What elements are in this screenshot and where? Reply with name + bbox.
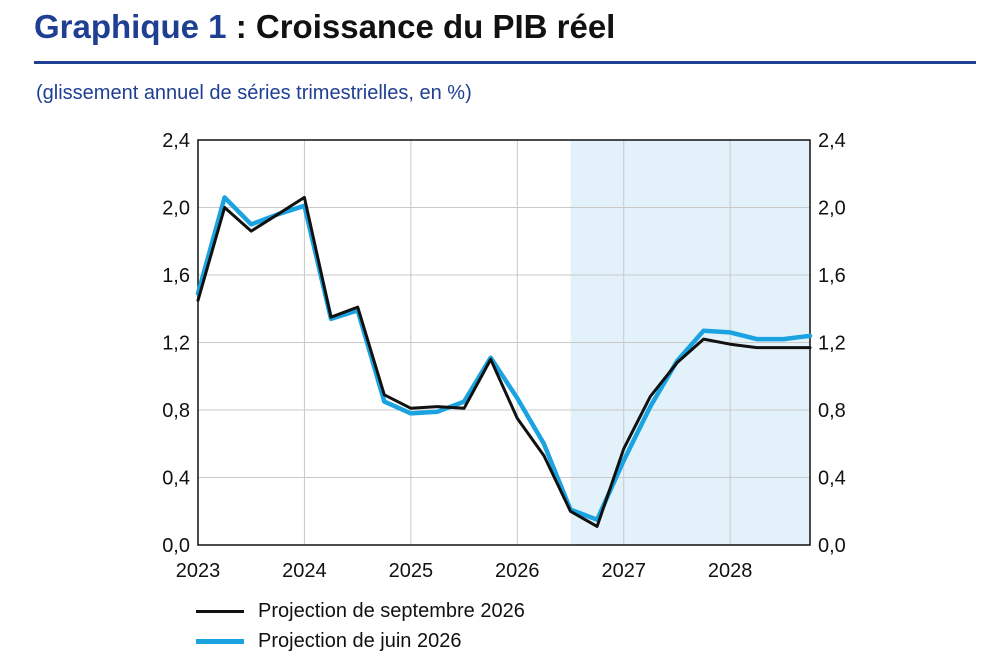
title-rule: [34, 61, 976, 64]
y-tick-label-right: 2,0: [818, 198, 846, 220]
y-tick-label-right: 0,4: [818, 468, 846, 490]
y-tick-label-left: 1,2: [162, 333, 190, 355]
y-tick-label-left: 0,4: [162, 468, 190, 490]
series-line-june: [195, 195, 813, 522]
y-tick-label-right: 0,0: [818, 535, 846, 557]
y-tick-label-right: 1,2: [818, 333, 846, 355]
legend-item-september: Projection de septembre 2026: [196, 596, 525, 626]
y-tick-label-right: 0,8: [818, 400, 846, 422]
y-tick-label-right: 1,6: [818, 265, 846, 287]
chart-title-prefix: Graphique 1: [34, 8, 227, 45]
y-tick-label-left: 1,6: [162, 265, 190, 287]
x-tick-label: 2028: [708, 560, 753, 582]
y-tick-label-left: 2,0: [162, 198, 190, 220]
y-tick-label-left: 2,4: [162, 130, 190, 152]
legend: Projection de septembre 2026 Projection …: [196, 596, 525, 656]
legend-swatch-june: [196, 638, 244, 644]
y-tick-label-right: 2,4: [818, 130, 846, 152]
chart-title-text: : Croissance du PIB réel: [226, 8, 616, 45]
x-tick-label: 2026: [495, 560, 540, 582]
y-tick-label-left: 0,8: [162, 400, 190, 422]
chart-title: Graphique 1 : Croissance du PIB réel: [34, 8, 615, 46]
x-tick-label: 2023: [176, 560, 221, 582]
chart-subtitle: (glissement annuel de séries trimestriel…: [36, 82, 472, 104]
legend-swatch-september: [196, 609, 244, 613]
legend-item-june: Projection de juin 2026: [196, 626, 525, 656]
x-tick-label: 2025: [389, 560, 434, 582]
x-tick-label: 2024: [282, 560, 327, 582]
legend-label-june: Projection de juin 2026: [258, 629, 462, 652]
series-line-september: [196, 195, 812, 528]
plot-frame: [197, 139, 811, 546]
y-tick-label-left: 0,0: [162, 535, 190, 557]
legend-label-september: Projection de septembre 2026: [258, 599, 525, 622]
x-tick-label: 2027: [601, 560, 646, 582]
